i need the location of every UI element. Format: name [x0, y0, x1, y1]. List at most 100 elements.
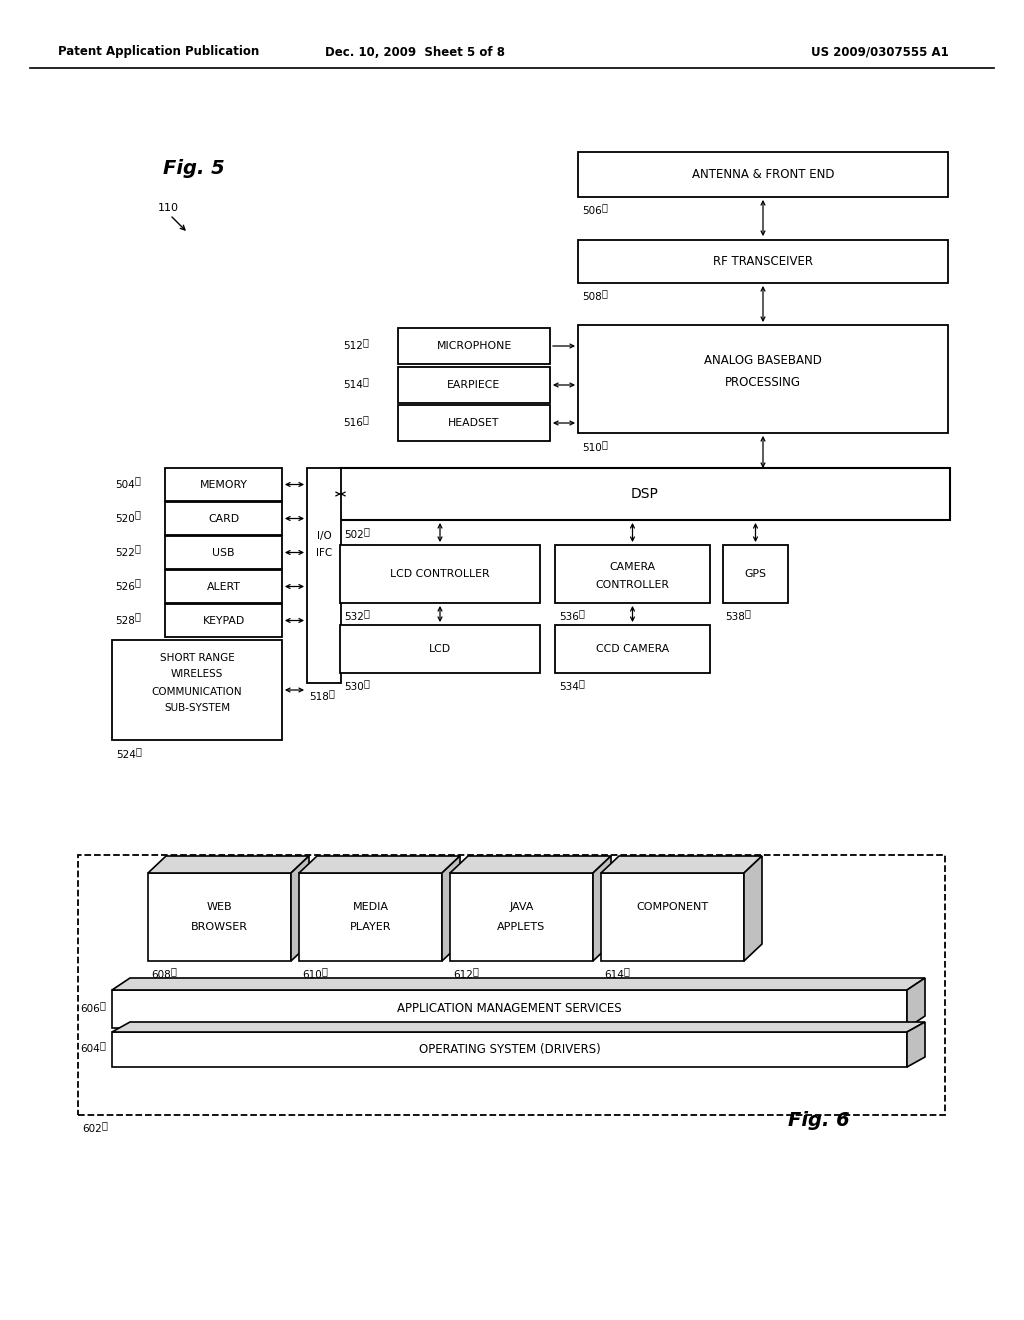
Bar — [340, 545, 540, 603]
Text: APPLICATION MANAGEMENT SERVICES: APPLICATION MANAGEMENT SERVICES — [397, 1002, 622, 1015]
Text: Dec. 10, 2009  Sheet 5 of 8: Dec. 10, 2009 Sheet 5 of 8 — [325, 45, 505, 58]
Text: MEMORY: MEMORY — [200, 479, 248, 490]
Text: 524: 524 — [116, 750, 136, 760]
Text: 528: 528 — [115, 615, 135, 626]
Polygon shape — [148, 855, 309, 873]
Text: 612: 612 — [453, 970, 473, 979]
Bar — [165, 469, 282, 502]
Text: 516: 516 — [343, 418, 362, 428]
Text: RF TRANSCEIVER: RF TRANSCEIVER — [713, 255, 813, 268]
Bar — [112, 640, 282, 741]
Text: US 2009/0307555 A1: US 2009/0307555 A1 — [811, 45, 949, 58]
Text: Fig. 6: Fig. 6 — [788, 1110, 850, 1130]
Polygon shape — [112, 978, 925, 990]
Bar — [340, 624, 540, 673]
Polygon shape — [907, 1022, 925, 1067]
Bar — [165, 536, 282, 569]
Text: ⤵: ⤵ — [602, 288, 608, 298]
Text: ⤵: ⤵ — [135, 611, 141, 622]
Text: ⤵: ⤵ — [579, 609, 585, 618]
Bar — [165, 605, 282, 638]
Text: ⤵: ⤵ — [602, 440, 608, 449]
Text: 502: 502 — [344, 531, 364, 540]
Bar — [112, 1032, 907, 1067]
Text: Fig. 5: Fig. 5 — [163, 158, 224, 177]
Text: WEB: WEB — [207, 902, 232, 912]
Text: 510: 510 — [582, 444, 602, 453]
Bar — [112, 990, 907, 1028]
Text: ⤵: ⤵ — [102, 1119, 108, 1130]
Text: 520: 520 — [115, 513, 135, 524]
Text: 504: 504 — [115, 479, 135, 490]
Polygon shape — [601, 855, 762, 873]
Text: CARD: CARD — [208, 513, 239, 524]
Text: Patent Application Publication: Patent Application Publication — [58, 45, 259, 58]
Text: CONTROLLER: CONTROLLER — [596, 579, 670, 590]
Text: HEADSET: HEADSET — [449, 418, 500, 428]
Text: ⤵: ⤵ — [362, 376, 369, 385]
Text: KEYPAD: KEYPAD — [203, 615, 245, 626]
Text: DSP: DSP — [631, 487, 658, 502]
Polygon shape — [291, 855, 309, 961]
Text: 604: 604 — [80, 1044, 99, 1055]
Text: 530: 530 — [344, 682, 364, 692]
Bar — [450, 873, 593, 961]
Polygon shape — [112, 1022, 925, 1032]
Bar — [398, 367, 550, 403]
Text: 514: 514 — [343, 380, 362, 389]
Text: COMMUNICATION: COMMUNICATION — [152, 686, 243, 697]
Text: ⤵: ⤵ — [364, 609, 370, 618]
Text: ⤵: ⤵ — [100, 1001, 105, 1010]
Text: 532: 532 — [344, 612, 364, 622]
Bar — [299, 873, 442, 961]
Text: CAMERA: CAMERA — [609, 562, 655, 572]
Text: ⤵: ⤵ — [171, 966, 177, 975]
Text: ⤵: ⤵ — [745, 609, 751, 618]
Text: 608: 608 — [151, 970, 171, 979]
Text: ⤵: ⤵ — [624, 966, 630, 975]
Text: 522: 522 — [115, 548, 135, 557]
Text: ⤵: ⤵ — [135, 578, 141, 587]
Text: GPS: GPS — [744, 569, 767, 579]
Text: COMPONENT: COMPONENT — [637, 902, 709, 912]
Text: 506: 506 — [582, 206, 602, 216]
Text: 534: 534 — [559, 682, 579, 692]
Text: 606: 606 — [80, 1005, 99, 1014]
Text: LCD: LCD — [429, 644, 451, 653]
Bar — [307, 469, 341, 682]
Bar — [398, 327, 550, 364]
Text: ⤵: ⤵ — [362, 337, 369, 347]
Text: ⤵: ⤵ — [364, 525, 370, 536]
Text: 526: 526 — [115, 582, 135, 591]
Text: ⤵: ⤵ — [362, 414, 369, 424]
Text: ⤵: ⤵ — [100, 1040, 105, 1051]
Bar — [398, 405, 550, 441]
Bar — [555, 624, 710, 673]
Polygon shape — [593, 855, 611, 961]
Polygon shape — [907, 978, 925, 1028]
Text: LCD CONTROLLER: LCD CONTROLLER — [390, 569, 489, 579]
Text: ANTENNA & FRONT END: ANTENNA & FRONT END — [692, 168, 835, 181]
Text: PLAYER: PLAYER — [350, 921, 391, 932]
Text: I/O: I/O — [316, 531, 332, 541]
Polygon shape — [442, 855, 460, 961]
Text: APPLETS: APPLETS — [498, 921, 546, 932]
Text: ⤵: ⤵ — [322, 966, 328, 975]
Text: IFC: IFC — [315, 548, 332, 558]
Text: 110: 110 — [158, 203, 179, 213]
Text: OPERATING SYSTEM (DRIVERS): OPERATING SYSTEM (DRIVERS) — [419, 1043, 600, 1056]
Text: ⤵: ⤵ — [135, 475, 141, 486]
Text: JAVA: JAVA — [509, 902, 534, 912]
Text: 538: 538 — [725, 612, 744, 622]
Bar — [340, 469, 950, 520]
Text: 614: 614 — [604, 970, 624, 979]
Polygon shape — [299, 855, 460, 873]
Bar — [601, 873, 744, 961]
Text: ⤵: ⤵ — [579, 678, 585, 688]
Text: 610: 610 — [302, 970, 322, 979]
Text: USB: USB — [212, 548, 234, 557]
Text: EARPIECE: EARPIECE — [447, 380, 501, 389]
Bar — [578, 152, 948, 197]
Text: ⤵: ⤵ — [136, 746, 142, 756]
Text: ⤵: ⤵ — [602, 202, 608, 213]
